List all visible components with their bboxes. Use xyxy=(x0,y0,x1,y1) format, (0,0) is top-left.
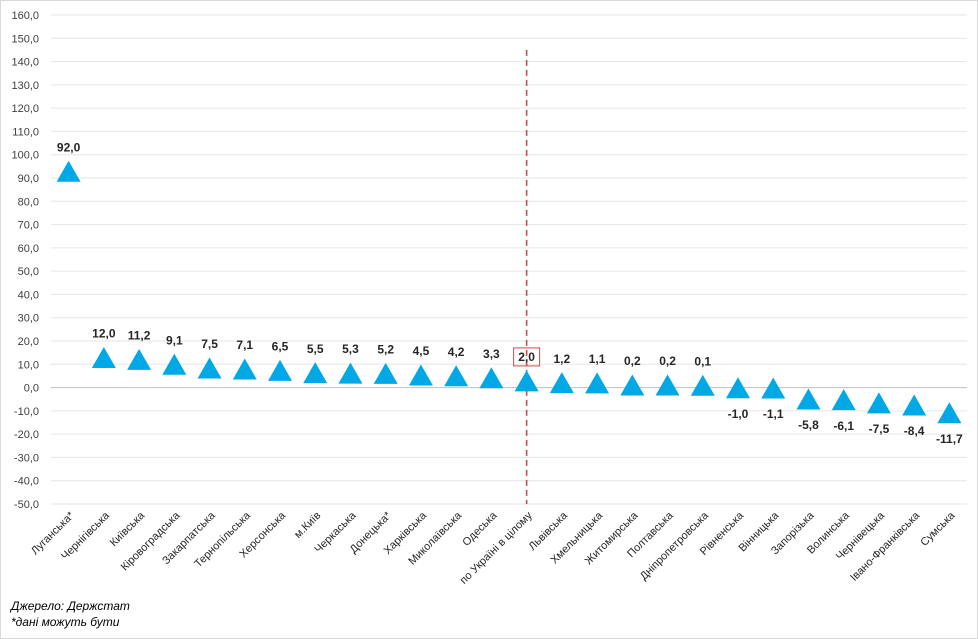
data-point-marker xyxy=(91,347,116,369)
y-axis: 160,0 150,0 140,0 130,0 120,0 110,0 100,0 90,0 8… xyxy=(11,10,39,511)
footnote-note: *дані можуть бути xyxy=(11,615,120,629)
y-tick-label: 140,0 xyxy=(11,57,39,69)
data-point-marker xyxy=(690,374,715,396)
y-tick-label: -40,0 xyxy=(14,476,39,488)
y-tick-label: -30,0 xyxy=(14,452,39,464)
data-point-marker xyxy=(373,362,398,384)
data-label: -11,7 xyxy=(936,432,963,446)
data-label: 1,1 xyxy=(589,352,606,366)
data-point-marker xyxy=(726,377,750,399)
y-tick-label: 10,0 xyxy=(18,359,39,371)
data-label: 7,1 xyxy=(236,338,253,352)
y-tick-label: 50,0 xyxy=(18,266,39,278)
y-tick-label: -20,0 xyxy=(14,429,39,441)
data-point-marker xyxy=(197,357,222,379)
data-point-marker xyxy=(127,348,152,370)
y-tick-label: 30,0 xyxy=(18,313,39,325)
data-point-marker xyxy=(655,374,680,396)
data-label: -8,4 xyxy=(904,424,925,438)
data-label: 5,3 xyxy=(342,342,359,356)
data-label: 0,2 xyxy=(624,354,641,368)
data-point-marker xyxy=(514,370,539,392)
data-label: 0,1 xyxy=(694,354,711,368)
y-tick-label: -10,0 xyxy=(14,406,39,418)
x-category-label: Івано-Франківська xyxy=(848,509,923,584)
data-label: 11,2 xyxy=(128,328,151,342)
y-tick-label: 60,0 xyxy=(18,243,39,255)
y-tick-label: -50,0 xyxy=(14,499,39,511)
data-point-marker xyxy=(761,377,786,399)
data-point-marker xyxy=(866,392,891,414)
data-label: 12,0 xyxy=(92,327,116,341)
highlight-label-box xyxy=(513,347,541,367)
x-category-label: Сумська xyxy=(918,509,958,549)
data-point-marker xyxy=(338,362,363,384)
data-point-marker xyxy=(831,389,856,411)
data-label: 0,2 xyxy=(659,354,676,368)
data-point-marker xyxy=(549,372,574,394)
y-tick-label: 70,0 xyxy=(18,220,39,232)
data-point-marker xyxy=(479,367,504,389)
data-point-marker xyxy=(56,160,81,182)
y-tick-label: 130,0 xyxy=(11,80,39,92)
data-label: -5,8 xyxy=(798,418,819,432)
y-tick-label: 20,0 xyxy=(18,336,39,348)
data-point-marker xyxy=(268,359,292,381)
data-label: -1,0 xyxy=(728,407,749,421)
y-tick-label: 40,0 xyxy=(18,289,39,301)
y-tick-label: 100,0 xyxy=(11,150,39,162)
data-label: 5,2 xyxy=(377,342,394,356)
y-tick-label: 80,0 xyxy=(18,196,39,208)
y-tick-label: 120,0 xyxy=(11,103,39,115)
data-point-marker xyxy=(444,365,469,387)
data-point-marker xyxy=(620,374,645,396)
data-labels: 92,0 12,0 11,2 9,1 7,5 7,1 6,5 5,5 5,3 5,2 4,5 4,2 3… xyxy=(57,140,963,445)
y-tick-label: 160,0 xyxy=(11,10,39,22)
y-tick-label: 90,0 xyxy=(18,173,39,185)
data-point-marker xyxy=(162,353,187,375)
data-label: 1,2 xyxy=(554,352,571,366)
data-label: -6,1 xyxy=(833,419,854,433)
data-point-marker xyxy=(902,394,927,416)
data-label: 5,5 xyxy=(307,342,324,356)
y-tick-label: 110,0 xyxy=(12,126,39,138)
y-tick-label: 150,0 xyxy=(11,33,39,45)
data-label: 6,5 xyxy=(272,339,289,353)
y-tick-label: 0,0 xyxy=(24,383,39,395)
data-label: 4,2 xyxy=(448,345,465,359)
data-label: 7,5 xyxy=(201,337,218,351)
source-note: Джерело: Держстат xyxy=(11,599,130,613)
data-label: 4,5 xyxy=(413,344,430,358)
data-point-marker xyxy=(408,364,433,386)
data-point-marker xyxy=(303,362,328,384)
data-label: 2,0 xyxy=(518,350,535,364)
x-axis-labels: Луганська*ЧернігівськаКиївськаКіровоград… xyxy=(29,509,958,587)
data-markers xyxy=(56,160,962,424)
data-label: -1,1 xyxy=(763,407,784,421)
data-point-marker xyxy=(796,388,821,410)
grid-lines xyxy=(51,14,967,505)
data-point-marker xyxy=(937,402,962,424)
data-label: 92,0 xyxy=(57,140,81,154)
data-label: 9,1 xyxy=(166,333,183,347)
x-category-label: м.Київ xyxy=(292,510,323,541)
data-label: -7,5 xyxy=(869,422,890,436)
data-label: 3,3 xyxy=(483,347,500,361)
data-point-marker xyxy=(232,358,257,380)
data-point-marker xyxy=(585,372,610,394)
